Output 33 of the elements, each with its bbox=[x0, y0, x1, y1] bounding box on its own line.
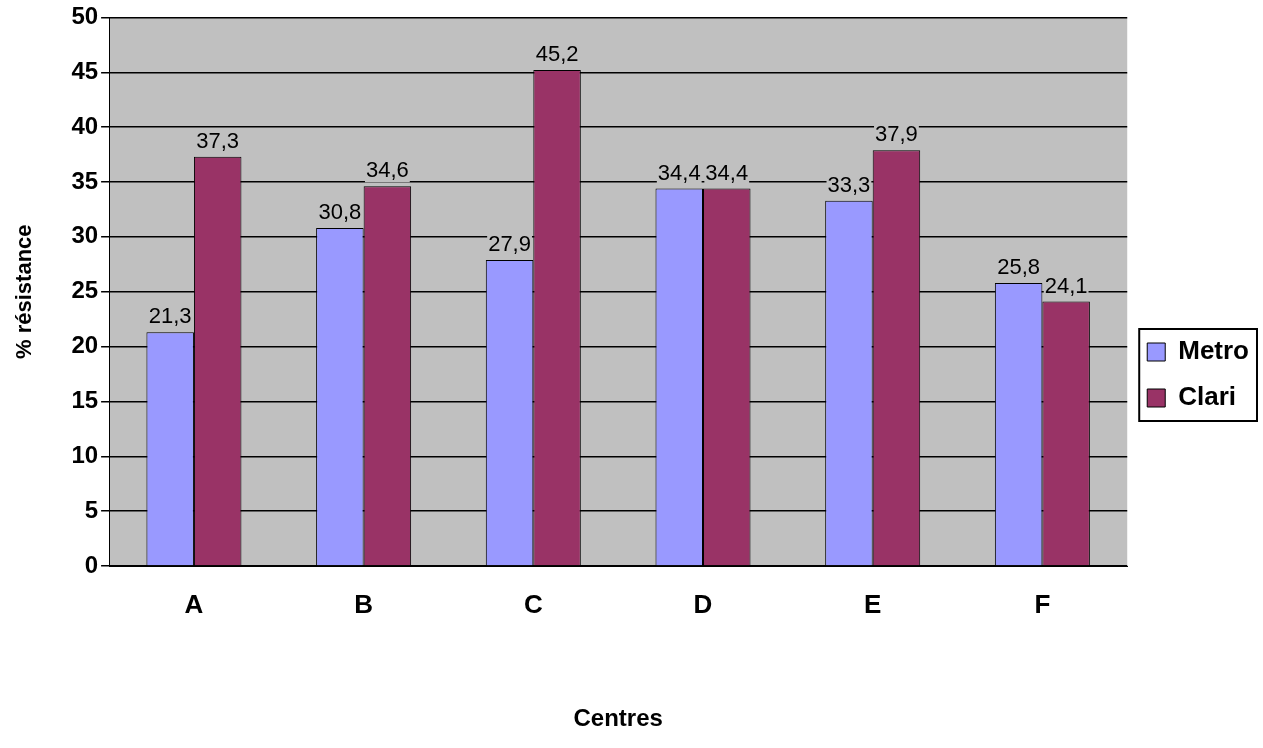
y-tick-label: 45 bbox=[71, 56, 99, 84]
data-label: 30,8 bbox=[318, 199, 362, 225]
y-tick-label: 40 bbox=[71, 111, 99, 139]
x-tick-label: C bbox=[523, 588, 543, 619]
y-tick-label: 10 bbox=[71, 440, 99, 468]
y-tick-label: 15 bbox=[71, 386, 99, 414]
data-label: 45,2 bbox=[535, 41, 579, 67]
y-axis-title: % résistance bbox=[11, 224, 37, 359]
data-label: 37,3 bbox=[196, 127, 240, 153]
data-label: 34,4 bbox=[657, 159, 701, 185]
data-label: 34,4 bbox=[705, 159, 749, 185]
legend-label: Clari bbox=[1178, 381, 1237, 412]
x-tick-label: B bbox=[354, 588, 374, 619]
y-tick-label: 0 bbox=[84, 550, 99, 578]
y-tick-label: 5 bbox=[84, 495, 99, 523]
y-tick-label: 20 bbox=[71, 331, 99, 359]
x-tick-label: D bbox=[693, 588, 713, 619]
data-label: 21,3 bbox=[148, 303, 192, 329]
x-tick-label: A bbox=[184, 588, 204, 619]
data-label: 34,6 bbox=[365, 157, 409, 183]
data-label: 24,1 bbox=[1044, 272, 1088, 298]
data-label: 27,9 bbox=[488, 230, 531, 256]
x-axis-title: Centres bbox=[573, 704, 663, 732]
data-label: 25,8 bbox=[997, 253, 1041, 279]
legend-label: Metro bbox=[1178, 335, 1249, 366]
x-tick-label: E bbox=[864, 588, 882, 619]
y-tick-label: 35 bbox=[71, 166, 99, 194]
y-tick-label: 30 bbox=[71, 221, 99, 249]
x-tick-label: F bbox=[1034, 588, 1051, 619]
y-tick-label: 25 bbox=[71, 276, 99, 304]
data-label: 37,9 bbox=[875, 121, 918, 147]
data-label: 33,3 bbox=[827, 171, 871, 197]
y-tick-label: 50 bbox=[71, 2, 99, 30]
